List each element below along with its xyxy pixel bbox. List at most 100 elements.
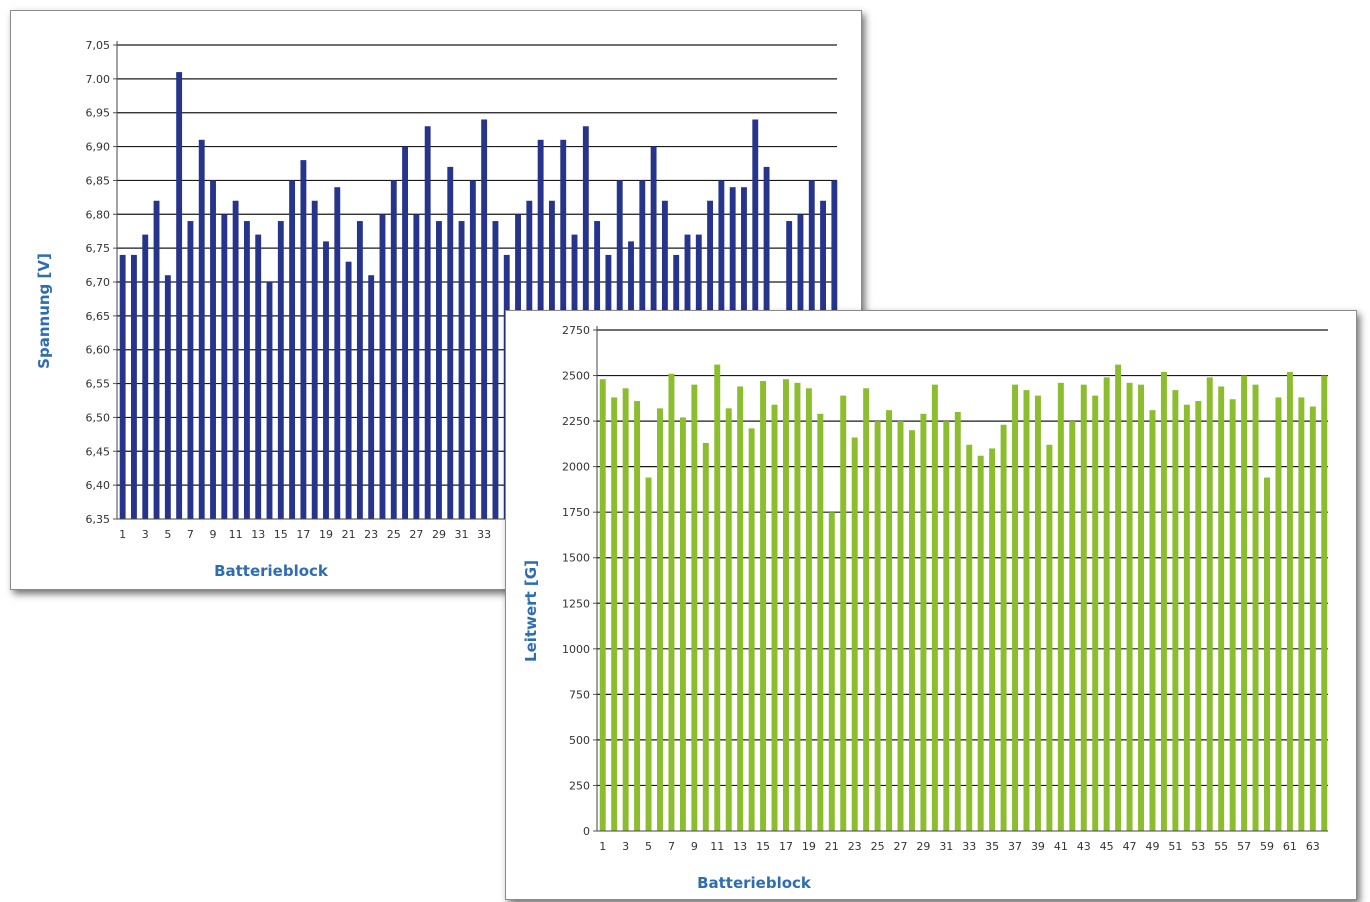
x-tick-label: 21	[825, 840, 839, 853]
bar	[424, 126, 431, 519]
bar	[334, 187, 341, 519]
x-tick-label: 25	[387, 528, 401, 541]
bar	[1183, 404, 1190, 831]
x-tick-label: 37	[1008, 840, 1022, 853]
bar	[469, 180, 476, 519]
bar	[492, 221, 499, 520]
x-tick-label: 49	[1145, 840, 1159, 853]
bar	[176, 72, 183, 520]
bar	[622, 388, 629, 831]
bar	[1103, 377, 1110, 831]
x-tick-label: 29	[916, 840, 930, 853]
y-tick-label: 6,55	[86, 378, 111, 391]
bar	[702, 442, 709, 831]
x-tick-label: 3	[142, 528, 149, 541]
bar	[863, 388, 870, 831]
bar	[737, 386, 744, 831]
bar	[1321, 375, 1328, 831]
x-tick-label: 35	[985, 840, 999, 853]
conductance-chart-panel: 0 250 500 750 1000 1250 1500 1750 2000 2250 2500 27…	[505, 310, 1357, 900]
x-tick-label: 7	[187, 528, 194, 541]
bar	[1252, 384, 1259, 831]
bar	[1218, 386, 1225, 831]
x-tick-label: 23	[364, 528, 378, 541]
x-tick-label: 17	[779, 840, 793, 853]
x-tick-label: 9	[691, 840, 698, 853]
x-tick-label: 41	[1054, 840, 1068, 853]
bar	[1069, 421, 1076, 831]
bar	[748, 428, 755, 831]
x-tick-label: 19	[802, 840, 816, 853]
bar	[1264, 477, 1270, 831]
y-tick-label: 6,90	[86, 141, 111, 154]
bar	[1023, 390, 1030, 831]
x-tick-label: 33	[962, 840, 976, 853]
bar	[1000, 424, 1007, 831]
x-tick-label: 25	[871, 840, 885, 853]
bar	[828, 512, 835, 831]
x-tick-label: 7	[668, 840, 675, 853]
x-tick-label: 53	[1191, 840, 1205, 853]
bar	[599, 379, 606, 831]
bar	[164, 275, 171, 519]
y-tick-label: 6,60	[86, 344, 111, 357]
bar	[153, 200, 160, 519]
bar	[611, 397, 618, 831]
x-tick-label: 27	[894, 840, 908, 853]
bar	[1160, 371, 1167, 831]
bar	[119, 254, 126, 519]
bar	[679, 417, 686, 831]
y-tick-label: 6,35	[86, 513, 111, 526]
bar	[311, 200, 318, 519]
x-tick-label: 55	[1214, 840, 1228, 853]
bar	[668, 373, 675, 831]
bar	[657, 408, 663, 831]
y-tick-label: 6,95	[86, 107, 111, 120]
y-tick-label: 7,05	[86, 39, 111, 52]
bar	[232, 200, 239, 519]
bar	[481, 119, 488, 519]
y-tick-label: 6,75	[86, 242, 111, 255]
x-tick-label: 43	[1077, 840, 1091, 853]
x-tick-label: 9	[210, 528, 217, 541]
x-tick-label: 13	[251, 528, 265, 541]
x-tick-label: 59	[1260, 840, 1274, 853]
bar	[255, 234, 262, 519]
bar	[356, 221, 363, 520]
y-tick-label: 2000	[562, 461, 590, 474]
y-tick-label: 6,80	[86, 208, 111, 221]
bar	[368, 275, 375, 519]
bar	[908, 430, 915, 831]
x-tick-label: 45	[1100, 840, 1114, 853]
x-tick-label: 61	[1283, 840, 1297, 853]
bar	[277, 221, 284, 520]
bar	[1126, 382, 1133, 831]
bar	[760, 381, 767, 831]
bar	[714, 364, 721, 831]
bar	[886, 410, 893, 831]
bar	[874, 421, 881, 831]
y-tick-label: 6,85	[86, 174, 111, 187]
bar	[966, 444, 973, 831]
x-tick-label: 31	[455, 528, 469, 541]
bar	[210, 180, 216, 519]
x-tick-label: 47	[1123, 840, 1137, 853]
x-tick-label: 21	[342, 528, 356, 541]
bar	[458, 221, 465, 520]
bar	[390, 180, 397, 519]
x-tick-label: 19	[319, 528, 333, 541]
y-tick-label: 0	[583, 825, 590, 838]
y-tick-label: 6,45	[86, 445, 111, 458]
bar	[1286, 371, 1293, 831]
x-tick-label: 57	[1237, 840, 1251, 853]
y-tick-label: 6,70	[86, 276, 111, 289]
conductance-chart: 0 250 500 750 1000 1250 1500 1750 2000 2250 2500 27…	[522, 324, 1328, 892]
bar	[1012, 384, 1019, 831]
bar	[266, 282, 273, 519]
bar	[817, 413, 824, 831]
bar	[805, 388, 812, 831]
bar	[413, 214, 420, 520]
bar	[1229, 399, 1236, 831]
bar	[977, 455, 984, 831]
bar	[1080, 384, 1087, 831]
